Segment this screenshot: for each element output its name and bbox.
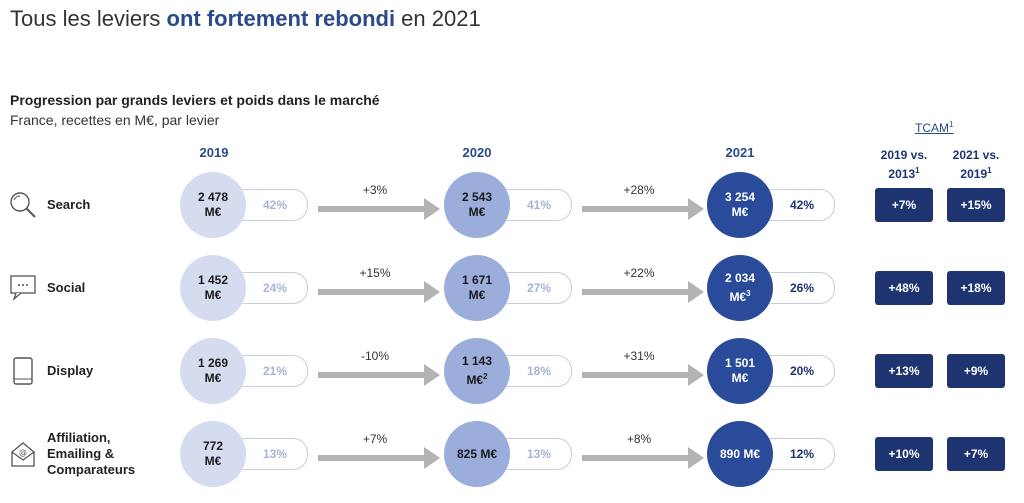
growth-2020-2021: +8% bbox=[626, 432, 652, 446]
growth-2019-2020: +15% bbox=[359, 266, 391, 280]
arrow-2020-2021 bbox=[582, 447, 704, 469]
share-2019: 42% bbox=[262, 198, 288, 212]
chat-icon bbox=[8, 273, 38, 303]
arrow-2020-2021 bbox=[582, 198, 704, 220]
arrow-2019-2020 bbox=[318, 447, 440, 469]
tcam-2021-vs-2019: +7% bbox=[947, 437, 1005, 471]
lever-label: Social bbox=[47, 280, 86, 295]
title-post: en 2021 bbox=[395, 6, 481, 31]
tcam-2021-vs-2019: +9% bbox=[947, 354, 1005, 388]
share-2021: 42% bbox=[789, 198, 815, 212]
search-icon bbox=[8, 190, 38, 220]
lever-label-line: Emailing & bbox=[47, 446, 115, 461]
tcam-2021-vs-2019: +18% bbox=[947, 271, 1005, 305]
page-title: Tous les leviers ont fortement rebondi e… bbox=[10, 6, 481, 32]
lever-label-line: Comparateurs bbox=[47, 462, 136, 477]
share-2019: 24% bbox=[262, 281, 288, 295]
share-2020: 13% bbox=[526, 447, 552, 461]
value-circle-2019: 2 478 M€ bbox=[180, 172, 246, 238]
col-header-2021: 2021 bbox=[725, 145, 755, 160]
tablet-icon bbox=[8, 356, 38, 386]
growth-2020-2021: +31% bbox=[623, 349, 655, 363]
arrow-2020-2021 bbox=[582, 281, 704, 303]
tcam-2019-vs-2013: +48% bbox=[875, 271, 933, 305]
arrow-2019-2020 bbox=[318, 198, 440, 220]
arrow-2019-2020 bbox=[318, 281, 440, 303]
title-highlight: ont fortement rebondi bbox=[166, 6, 396, 31]
tcam-2019-vs-2013: +13% bbox=[875, 354, 933, 388]
value-circle-2021: 3 254 M€ bbox=[707, 172, 773, 238]
lever-label: Affiliation, Emailing & Comparateurs bbox=[47, 430, 135, 478]
lever-label: Display bbox=[47, 363, 94, 378]
chart-unit-note: France, recettes en M€, par levier bbox=[10, 112, 220, 128]
value-circle-2020: 825 M€ bbox=[444, 421, 510, 487]
value-circle-2020: 1 143 M€2 bbox=[444, 338, 510, 404]
tcam-2019-vs-2013-header: 2019 vs. 20131 bbox=[880, 148, 928, 181]
lever-label-line: Affiliation, bbox=[47, 430, 111, 445]
share-2020: 27% bbox=[526, 281, 552, 295]
share-2020: 41% bbox=[526, 198, 552, 212]
tcam-2021-vs-2019-header: 2021 vs. 20191 bbox=[952, 148, 1000, 181]
share-2020: 18% bbox=[526, 364, 552, 378]
svg-text:@: @ bbox=[19, 448, 27, 457]
growth-2019-2020: +3% bbox=[362, 183, 388, 197]
value-circle-2021: 1 501 M€ bbox=[707, 338, 773, 404]
value-circle-2019: 1 269 M€ bbox=[180, 338, 246, 404]
share-2019: 21% bbox=[262, 364, 288, 378]
share-2021: 20% bbox=[789, 364, 815, 378]
value-circle-2019: 772 M€ bbox=[180, 421, 246, 487]
email-icon: @ bbox=[8, 439, 38, 469]
tcam-header: TCAM1 bbox=[915, 120, 954, 135]
col-header-2019: 2019 bbox=[199, 145, 229, 160]
lever-label: Search bbox=[47, 197, 91, 212]
value-circle-2021: 2 034 M€3 bbox=[707, 255, 773, 321]
growth-2019-2020: -10% bbox=[360, 349, 389, 363]
share-2021: 12% bbox=[789, 447, 815, 461]
value-circle-2021: 890 M€ bbox=[707, 421, 773, 487]
growth-2020-2021: +28% bbox=[623, 183, 655, 197]
title-pre: Tous les leviers bbox=[10, 6, 167, 31]
share-2019: 13% bbox=[262, 447, 288, 461]
arrow-2020-2021 bbox=[582, 364, 704, 386]
tcam-2019-vs-2013: +7% bbox=[875, 188, 933, 222]
growth-2019-2020: +7% bbox=[362, 432, 388, 446]
growth-2020-2021: +22% bbox=[623, 266, 655, 280]
tcam-2021-vs-2019: +15% bbox=[947, 188, 1005, 222]
tcam-2019-vs-2013: +10% bbox=[875, 437, 933, 471]
chart-subtitle: Progression par grands leviers et poids … bbox=[10, 92, 380, 108]
share-2021: 26% bbox=[789, 281, 815, 295]
arrow-2019-2020 bbox=[318, 364, 440, 386]
col-header-2020: 2020 bbox=[462, 145, 492, 160]
value-circle-2019: 1 452 M€ bbox=[180, 255, 246, 321]
value-circle-2020: 1 671 M€ bbox=[444, 255, 510, 321]
value-circle-2020: 2 543 M€ bbox=[444, 172, 510, 238]
